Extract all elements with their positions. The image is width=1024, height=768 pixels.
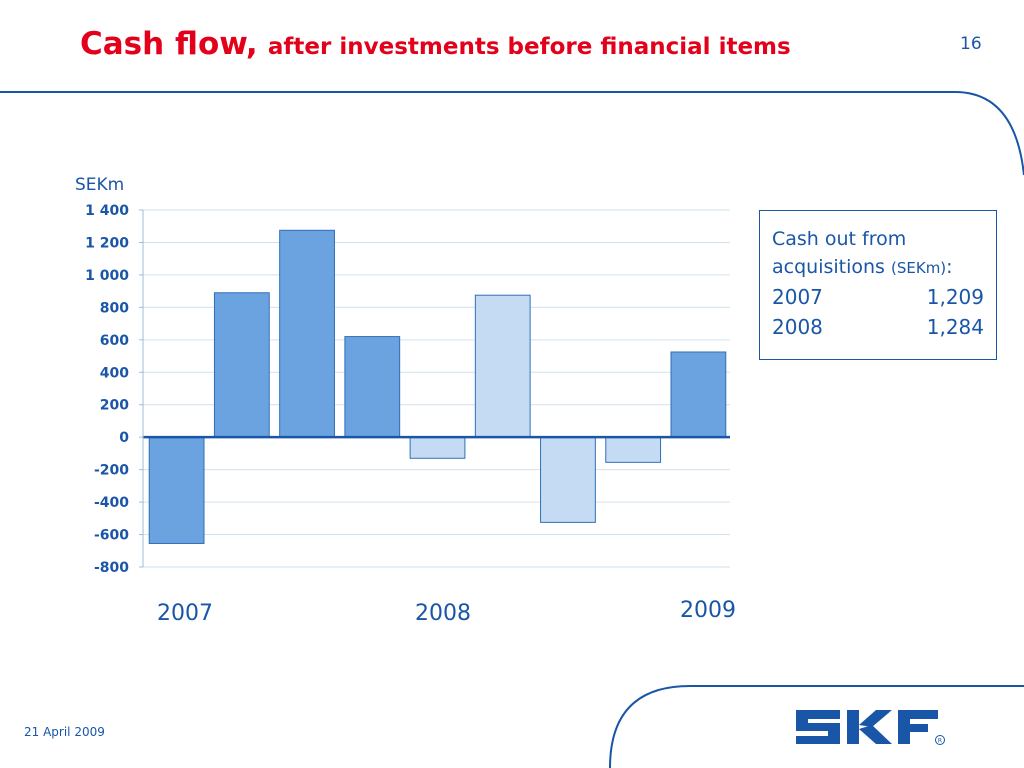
bar-2007: [344, 336, 401, 438]
year-label-2007: 2007: [157, 601, 213, 626]
y-tick-label: 400: [100, 365, 129, 381]
info-row-value: 1,209: [926, 285, 984, 309]
skf-f-mid: [898, 724, 928, 732]
title-main: Cash flow,: [80, 26, 258, 62]
title-subtitle: after investments before financial items: [267, 34, 791, 60]
skf-f-top: [898, 710, 938, 719]
footer-divider-line: [609, 685, 1024, 768]
y-tick-label: -800: [94, 560, 129, 576]
info-row-year: 2008: [772, 315, 823, 339]
year-label-2009: 2009: [680, 598, 736, 623]
info-row-value: 1,284: [926, 315, 984, 339]
bars: [143, 229, 730, 544]
skf-logo-mark: [796, 710, 938, 744]
y-tick-label: -600: [94, 528, 129, 544]
y-tick-label: 200: [100, 398, 129, 414]
y-tick-label: -200: [94, 463, 129, 479]
info-title-line1: Cash out from: [772, 228, 907, 250]
y-axis-unit-label: SEKm: [75, 175, 124, 195]
page-number: 16: [960, 34, 982, 54]
info-colon: :: [946, 256, 953, 278]
bar-2008: [409, 436, 466, 459]
year-label-2008: 2008: [415, 601, 471, 626]
acquisitions-info-box: Cash out from acquisitions (SEKm): 2007 …: [759, 210, 997, 360]
footer-date: 21 April 2009: [24, 725, 105, 739]
year-labels: 2007 2008 2009: [157, 598, 736, 626]
y-tick-label: 800: [100, 300, 129, 316]
skf-logo: R: [796, 710, 945, 745]
skf-s-bottom: [796, 736, 840, 744]
y-tick-label: -400: [94, 495, 129, 511]
registered-mark-icon: [935, 735, 945, 745]
info-title-line2-wrap: acquisitions (SEKm):: [772, 253, 984, 282]
info-box-title: Cash out from acquisitions (SEKm):: [772, 225, 984, 282]
y-tick-label: 0: [119, 430, 129, 446]
bar-2007: [213, 292, 270, 438]
info-row-2007: 2007 1,209: [772, 282, 984, 312]
slide-title: Cash flow, after investments before fina…: [80, 24, 791, 62]
y-tick-label: 1 000: [85, 268, 129, 284]
info-title-line2: acquisitions: [772, 256, 885, 278]
info-unit: (SEKm): [891, 259, 947, 277]
y-tick-labels: 1 400 1 200 1 000 800 600 400 200 0 -200 -400 -600…: [85, 203, 129, 576]
bar-2007: [279, 229, 335, 438]
skf-k-upper: [859, 710, 892, 727]
registered-mark-letter: R: [938, 738, 942, 745]
y-tick-label: 600: [100, 333, 129, 349]
bar-2007: [148, 436, 205, 544]
skf-k-lower: [859, 725, 892, 744]
bar-2008: [540, 436, 596, 523]
y-tick-label: 1 200: [85, 235, 129, 251]
skf-s-top: [796, 710, 840, 719]
header-divider-line: [0, 91, 1024, 176]
skf-k-stem: [847, 710, 859, 744]
bar-2008: [605, 436, 662, 463]
bar-2008: [474, 294, 531, 438]
info-row-2008: 2008 1,284: [772, 312, 984, 342]
skf-s-mid: [796, 723, 840, 731]
y-tick-label: 1 400: [85, 203, 129, 219]
bar-2009: [670, 351, 727, 438]
info-row-year: 2007: [772, 285, 823, 309]
